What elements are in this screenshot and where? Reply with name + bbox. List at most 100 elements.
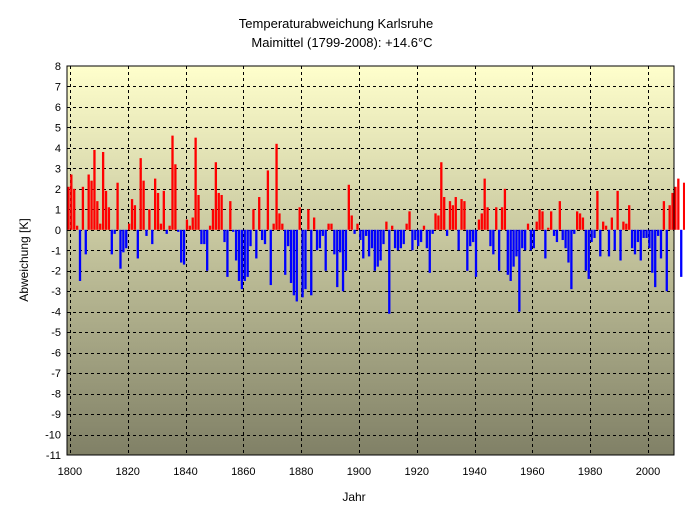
bar-1904: [370, 229, 374, 249]
x-axis-tick-labels: 1800 1820 1840 1860 1880 1900 1920 1940 1960 1980…: [58, 466, 661, 478]
bar-1954: [515, 229, 518, 257]
bar-1867: [263, 229, 267, 245]
bar-1989: [616, 190, 619, 230]
bar-1993: [628, 205, 631, 230]
bar-1886: [318, 229, 322, 249]
bar-1933: [454, 197, 457, 230]
bar-1923: [425, 229, 429, 249]
bar-1868: [266, 170, 270, 230]
bar-1851: [217, 192, 220, 230]
bar-1849: [211, 209, 215, 230]
bar-2001: [651, 229, 654, 273]
bar-1882: [307, 209, 310, 230]
bar-1976: [578, 213, 582, 230]
bar-1907: [379, 229, 382, 261]
bar-1893: [338, 229, 342, 253]
bar-1883: [310, 229, 313, 296]
x-axis-label: Jahr: [342, 490, 365, 504]
bar-1819: [125, 229, 128, 249]
bar-1809: [96, 201, 99, 230]
bar-1854: [226, 229, 229, 277]
bar-1983: [599, 229, 602, 257]
bar-1847: [206, 229, 209, 271]
bar-1968: [555, 229, 559, 243]
bar-1934: [457, 229, 460, 251]
bar-1834: [168, 225, 171, 230]
bar-1915: [402, 229, 405, 245]
bar-1888: [324, 229, 327, 271]
bar-1944: [486, 207, 489, 230]
bar-1980: [590, 229, 593, 243]
y-tick-label: 2: [55, 184, 61, 196]
bar-1920: [417, 229, 420, 247]
bar-1822: [133, 205, 137, 230]
y-tick-label: 6: [55, 102, 61, 114]
bar-1906: [376, 229, 379, 267]
bar-2007: [668, 205, 671, 230]
bar-1831: [159, 223, 163, 230]
bar-1899: [356, 223, 359, 230]
bar-1813: [107, 207, 111, 230]
bar-1962: [538, 209, 541, 230]
x-tick-label: 1920: [405, 466, 429, 478]
bar-1806: [87, 174, 90, 230]
bar-1914: [399, 229, 402, 249]
bar-1889: [327, 223, 330, 230]
bar-1815: [113, 229, 116, 234]
bar-1966: [550, 211, 553, 230]
bar-1937: [466, 229, 469, 271]
bar-1830: [156, 192, 160, 230]
bar-1814: [110, 229, 113, 255]
bar-1881: [304, 229, 307, 290]
bar-1833: [165, 229, 168, 234]
bar-1958: [526, 223, 530, 230]
chart-title: Temperaturabweichung Karlsruhe: [239, 16, 433, 31]
bar-1885: [315, 229, 319, 251]
bar-1870: [272, 223, 275, 230]
bar-1862: [249, 229, 252, 247]
x-tick-label: 1880: [289, 466, 313, 478]
bar-1971: [564, 229, 567, 249]
bar-1827: [148, 209, 151, 230]
bar-1841: [188, 225, 191, 230]
bar-1986: [607, 229, 611, 257]
bar-2002: [654, 229, 657, 288]
bar-1835: [171, 135, 174, 230]
bar-1973: [570, 229, 573, 290]
y-tick-label: 3: [55, 163, 61, 175]
bar-1857: [234, 229, 238, 261]
bar-1938: [469, 229, 472, 247]
y-tick-label: 4: [55, 143, 61, 155]
bar-1910: [388, 229, 391, 314]
bar-1913: [396, 229, 400, 251]
bar-1872: [278, 213, 281, 230]
y-tick-label: 0: [55, 225, 61, 237]
y-tick-label: -8: [51, 389, 61, 401]
bar-1820: [127, 223, 131, 230]
bar-1858: [237, 229, 241, 281]
bar-1999: [645, 229, 648, 238]
bar-1988: [613, 229, 616, 251]
bar-1817: [119, 229, 122, 269]
bar-1929: [443, 197, 446, 230]
bar-1930: [445, 229, 449, 236]
bar-1947: [495, 207, 498, 230]
bar-1863: [252, 209, 255, 230]
bar-1953: [512, 229, 515, 267]
y-tick-label: -4: [51, 307, 61, 319]
bar-1879: [298, 207, 301, 230]
bar-1829: [154, 178, 157, 230]
plot-area-border: [66, 65, 675, 456]
bar-1828: [151, 229, 154, 245]
bar-1992: [625, 223, 628, 230]
bar-1803: [78, 229, 82, 281]
y-tick-label: 5: [55, 122, 61, 134]
bar-1991: [622, 221, 625, 230]
bar-1810: [99, 223, 102, 230]
bar-1837: [177, 229, 180, 232]
bar-1895: [344, 229, 348, 271]
y-tick-label: -7: [51, 368, 61, 380]
bar-1894: [341, 229, 345, 292]
bar-2004: [659, 229, 663, 259]
x-tick-label: 1900: [347, 466, 371, 478]
